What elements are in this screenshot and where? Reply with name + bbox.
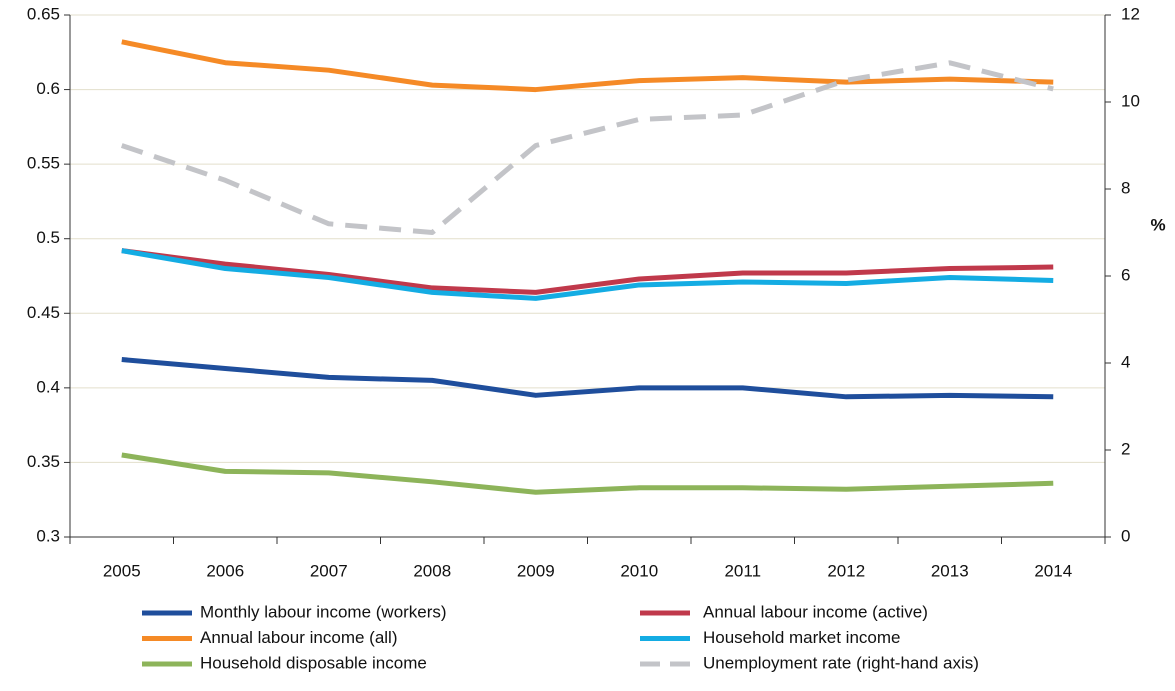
y-tick-label: 0.35 (27, 452, 60, 471)
series-line (121, 248, 1054, 295)
series-line (121, 452, 1054, 495)
y2-tick-label: 4 (1121, 352, 1130, 371)
y2-tick-label: 2 (1121, 439, 1130, 458)
x-tick-label: 2012 (827, 561, 865, 580)
legend-label: Monthly labour income (workers) (200, 602, 447, 621)
x-tick-label: 2008 (413, 561, 451, 580)
y2-tick-label: 6 (1121, 265, 1130, 284)
y2-tick-label: 0 (1121, 526, 1130, 545)
y2-tick-label: 12 (1121, 4, 1140, 23)
legend-label: Annual labour income (all) (200, 628, 398, 647)
series-line (121, 357, 1054, 400)
series-line (121, 39, 1054, 93)
series-line (121, 248, 1054, 301)
legend-label: Unemployment rate (right-hand axis) (703, 653, 979, 672)
x-tick-label: 2006 (206, 561, 244, 580)
x-tick-label: 2005 (103, 561, 141, 580)
y2-tick-label: 10 (1121, 91, 1140, 110)
y2-axis-label: % (1150, 215, 1165, 234)
y-tick-label: 0.6 (36, 79, 60, 98)
series-line (120, 60, 1054, 235)
x-tick-label: 2007 (310, 561, 348, 580)
y-tick-label: 0.65 (27, 4, 60, 23)
legend-label: Household market income (703, 628, 900, 647)
y-tick-label: 0.3 (36, 526, 60, 545)
x-tick-label: 2014 (1034, 561, 1072, 580)
x-tick-label: 2010 (620, 561, 658, 580)
x-tick-label: 2009 (517, 561, 555, 580)
y-tick-label: 0.5 (36, 228, 60, 247)
x-tick-label: 2013 (931, 561, 969, 580)
y-tick-label: 0.55 (27, 154, 60, 173)
legend-label: Annual labour income (active) (703, 602, 928, 621)
legend-label: Household disposable income (200, 653, 427, 672)
y-tick-label: 0.45 (27, 303, 60, 322)
y-tick-label: 0.4 (36, 377, 60, 396)
y2-tick-label: 8 (1121, 178, 1130, 197)
x-tick-label: 2011 (724, 561, 761, 580)
